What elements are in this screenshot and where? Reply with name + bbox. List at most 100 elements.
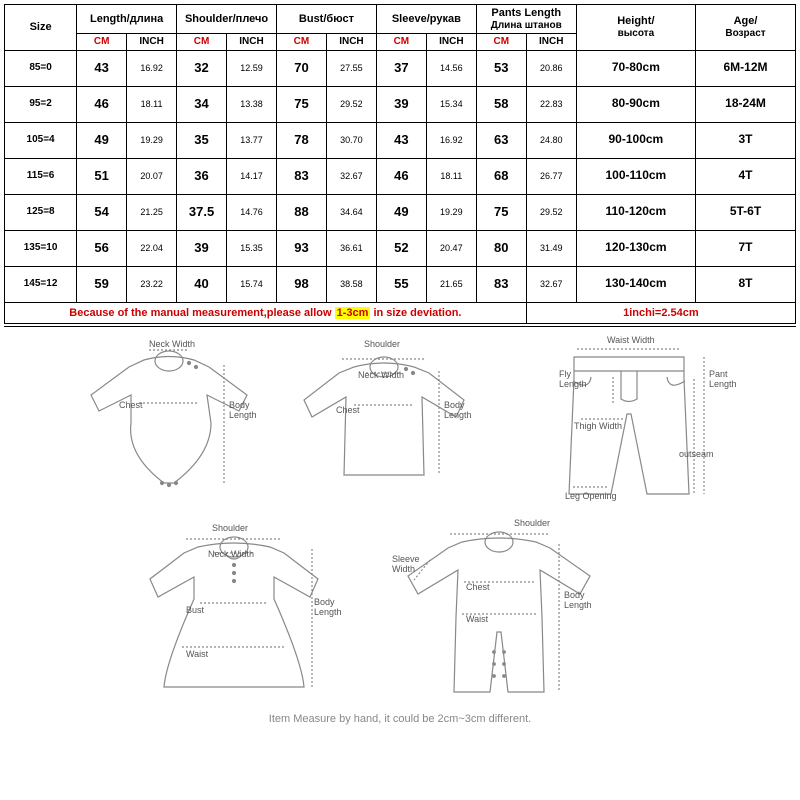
- table-row: 145=125923.224015.749838.585521.658332.6…: [5, 266, 796, 302]
- cell-pants-cm: 83: [476, 266, 526, 302]
- table-row: 125=85421.2537.514.768834.644919.297529.…: [5, 194, 796, 230]
- cell-height: 70-80cm: [576, 50, 695, 86]
- note-text: Because of the manual measurement,please…: [5, 302, 527, 324]
- cell-size: 85=0: [5, 50, 77, 86]
- cell-bust-cm: 75: [276, 86, 326, 122]
- cell-height: 130-140cm: [576, 266, 695, 302]
- cell-pants-in: 24.80: [526, 122, 576, 158]
- cell-bust-cm: 70: [276, 50, 326, 86]
- cell-bust-in: 34.64: [326, 194, 376, 230]
- cell-shoulder-cm: 36: [177, 158, 227, 194]
- cell-bust-in: 27.55: [326, 50, 376, 86]
- cell-shoulder-in: 14.76: [227, 194, 277, 230]
- cell-shoulder-in: 15.74: [227, 266, 277, 302]
- cell-sleeve-cm: 52: [376, 230, 426, 266]
- cell-length-cm: 43: [77, 50, 127, 86]
- cell-bust-cm: 93: [276, 230, 326, 266]
- cell-shoulder-in: 13.38: [227, 86, 277, 122]
- cell-length-in: 18.11: [127, 86, 177, 122]
- hdr-pants: Pants LengthДлина штанов: [476, 5, 576, 34]
- cell-pants-in: 31.49: [526, 230, 576, 266]
- cell-bust-cm: 78: [276, 122, 326, 158]
- unit-inch: INCH: [127, 34, 177, 51]
- hdr-length: Length/длина: [77, 5, 177, 34]
- cell-pants-cm: 63: [476, 122, 526, 158]
- cell-size: 145=12: [5, 266, 77, 302]
- cell-length-cm: 49: [77, 122, 127, 158]
- cell-length-in: 16.92: [127, 50, 177, 86]
- cell-sleeve-in: 16.92: [426, 122, 476, 158]
- table-row: 85=04316.923212.597027.553714.565320.867…: [5, 50, 796, 86]
- cell-sleeve-cm: 46: [376, 158, 426, 194]
- note-row: Because of the manual measurement,please…: [5, 302, 796, 324]
- hdr-size: Size: [5, 5, 77, 51]
- cell-height: 80-90cm: [576, 86, 695, 122]
- cell-sleeve-in: 15.34: [426, 86, 476, 122]
- cell-size: 115=6: [5, 158, 77, 194]
- cell-length-cm: 46: [77, 86, 127, 122]
- cell-age: 18-24M: [696, 86, 796, 122]
- cell-height: 120-130cm: [576, 230, 695, 266]
- diagram-pants: Waist Width Fly Length Thigh Width Leg O…: [529, 339, 729, 514]
- unit-cm: CM: [77, 34, 127, 51]
- cell-age: 4T: [696, 158, 796, 194]
- note-conversion: 1inchi=2.54cm: [526, 302, 795, 324]
- header-row-1: Size Length/длина Shoulder/плечо Bust/бю…: [5, 5, 796, 34]
- table-row: 115=65120.073614.178332.674618.116826.77…: [5, 158, 796, 194]
- cell-bust-in: 38.58: [326, 266, 376, 302]
- hdr-shoulder: Shoulder/плечо: [177, 5, 277, 34]
- cell-shoulder-cm: 37.5: [177, 194, 227, 230]
- cell-pants-cm: 58: [476, 86, 526, 122]
- cell-pants-cm: 75: [476, 194, 526, 230]
- cell-shoulder-in: 14.17: [227, 158, 277, 194]
- table-body: 85=04316.923212.597027.553714.565320.867…: [5, 50, 796, 302]
- cell-shoulder-cm: 39: [177, 230, 227, 266]
- cell-age: 6M-12M: [696, 50, 796, 86]
- cell-height: 90-100cm: [576, 122, 695, 158]
- diagram-top: Shoulder Neck Width Chest Body Length: [294, 345, 474, 500]
- cell-bust-in: 29.52: [326, 86, 376, 122]
- diagram-bodysuit: Neck Width Chest Body Length: [79, 345, 259, 500]
- cell-sleeve-in: 20.47: [426, 230, 476, 266]
- cell-length-cm: 56: [77, 230, 127, 266]
- diagram-jumpsuit: Shoulder Sleeve Width Chest Waist Body L…: [394, 522, 604, 717]
- cell-bust-cm: 83: [276, 158, 326, 194]
- cell-sleeve-cm: 39: [376, 86, 426, 122]
- diagram-dress: Shoulder Neck Width Bust Waist Body Leng…: [134, 527, 334, 712]
- cell-height: 110-120cm: [576, 194, 695, 230]
- measurement-diagrams: Neck Width Chest Body Length Shoulder Ne…: [4, 326, 796, 731]
- cell-size: 105=4: [5, 122, 77, 158]
- cell-pants-in: 32.67: [526, 266, 576, 302]
- diagram-caption: Item Measure by hand, it could be 2cm~3c…: [4, 713, 796, 725]
- cell-sleeve-in: 14.56: [426, 50, 476, 86]
- table-row: 95=24618.113413.387529.523915.345822.838…: [5, 86, 796, 122]
- cell-bust-in: 32.67: [326, 158, 376, 194]
- cell-shoulder-in: 15.35: [227, 230, 277, 266]
- cell-sleeve-cm: 43: [376, 122, 426, 158]
- cell-size: 135=10: [5, 230, 77, 266]
- cell-sleeve-cm: 49: [376, 194, 426, 230]
- hdr-age: Age/Возраст: [696, 5, 796, 51]
- cell-bust-cm: 98: [276, 266, 326, 302]
- cell-size: 95=2: [5, 86, 77, 122]
- cell-height: 100-110cm: [576, 158, 695, 194]
- hdr-height: Height/высота: [576, 5, 695, 51]
- cell-bust-in: 30.70: [326, 122, 376, 158]
- cell-age: 5T-6T: [696, 194, 796, 230]
- hdr-bust: Bust/бюст: [276, 5, 376, 34]
- cell-length-cm: 59: [77, 266, 127, 302]
- table-row: 105=44919.293513.777830.704316.926324.80…: [5, 122, 796, 158]
- cell-bust-cm: 88: [276, 194, 326, 230]
- cell-shoulder-cm: 34: [177, 86, 227, 122]
- cell-length-in: 20.07: [127, 158, 177, 194]
- cell-pants-in: 20.86: [526, 50, 576, 86]
- cell-pants-in: 29.52: [526, 194, 576, 230]
- cell-bust-in: 36.61: [326, 230, 376, 266]
- table-row: 135=105622.043915.359336.615220.478031.4…: [5, 230, 796, 266]
- cell-age: 7T: [696, 230, 796, 266]
- cell-length-cm: 51: [77, 158, 127, 194]
- cell-shoulder-in: 13.77: [227, 122, 277, 158]
- cell-pants-in: 22.83: [526, 86, 576, 122]
- cell-age: 8T: [696, 266, 796, 302]
- cell-length-in: 19.29: [127, 122, 177, 158]
